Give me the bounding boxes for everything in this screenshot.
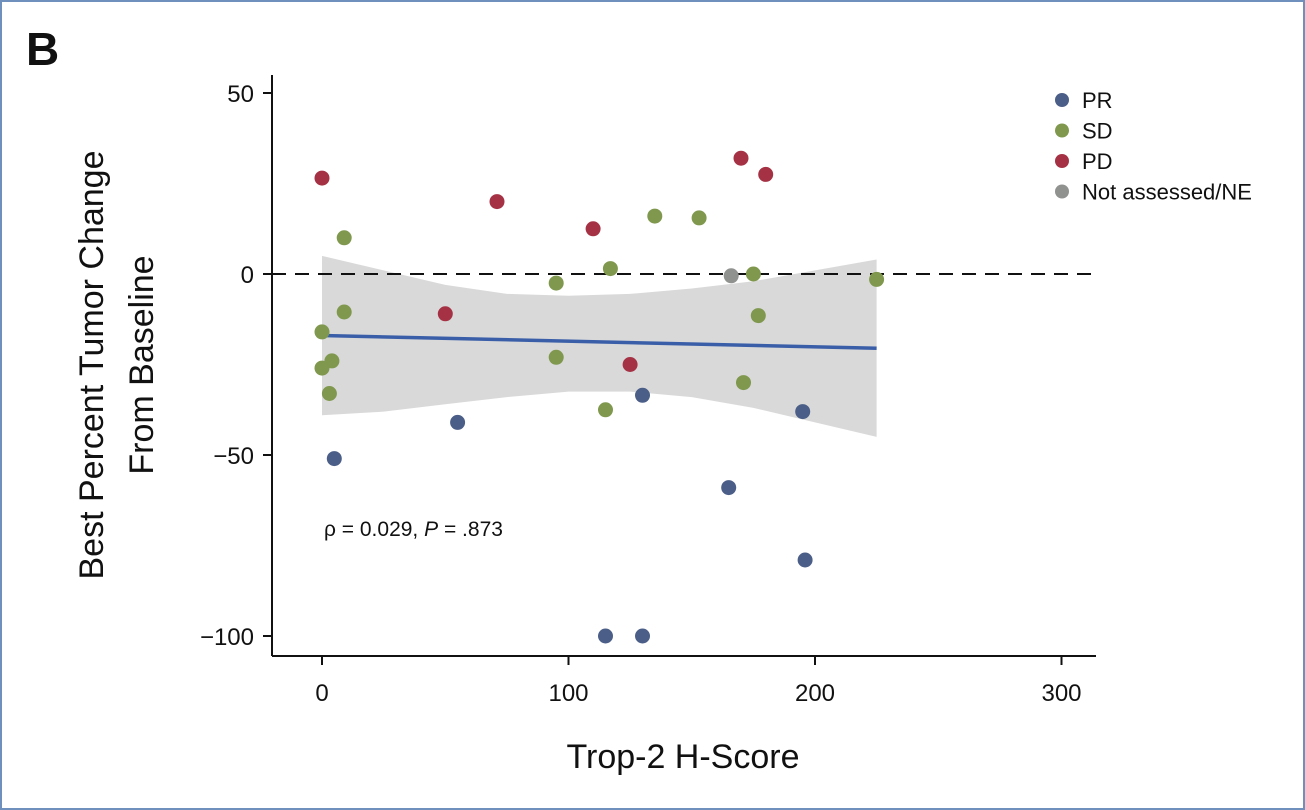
legend-marker-pr <box>1055 93 1069 107</box>
data-point-sd <box>336 304 352 320</box>
data-point-sd <box>745 266 761 282</box>
data-point-sd <box>336 230 352 246</box>
y-tick-label: 50 <box>227 81 254 108</box>
x-tick-label: 300 <box>1041 680 1081 707</box>
data-point-pd <box>622 357 638 372</box>
legend-label-pr: PR <box>1082 88 1113 113</box>
legend: PR SD PD Not assessed/NE <box>1055 88 1252 205</box>
data-point-pr <box>721 480 737 496</box>
data-point-pr <box>326 451 342 467</box>
data-point-pd <box>314 170 330 186</box>
x-axis-title: Trop-2 H-Score <box>566 738 799 776</box>
data-point-sd <box>691 210 707 226</box>
data-point-pr <box>797 552 813 568</box>
legend-marker-pd <box>1055 154 1069 168</box>
data-point-sd <box>869 271 885 287</box>
data-point-pd <box>733 150 749 166</box>
data-point-sd <box>598 402 613 418</box>
data-point-sd <box>548 349 564 365</box>
data-point-pd <box>585 221 601 237</box>
p-symbol: P <box>424 518 438 541</box>
legend-marker-not-assessed-ne <box>1055 184 1069 199</box>
data-point-sd <box>750 308 766 324</box>
y-tick-label: 0 <box>241 262 254 289</box>
y-axis-title-line-2: From Baseline <box>123 255 161 474</box>
regression-line-layer <box>321 333 877 350</box>
y-axis-title-line-1: Best Percent Tumor Change <box>73 150 111 579</box>
data-point-sd <box>321 386 337 401</box>
panel-label: B <box>26 23 60 75</box>
data-point-pr <box>795 404 811 420</box>
legend-label-sd: SD <box>1082 119 1113 144</box>
data-point-sd <box>548 275 564 291</box>
legend-marker-sd <box>1055 123 1069 138</box>
x-tick-label: 200 <box>795 680 835 707</box>
y-tick-label: −50 <box>213 443 254 470</box>
data-point-pr <box>450 414 466 430</box>
data-point-pr <box>635 628 650 644</box>
data-point-sd <box>324 353 340 369</box>
x-tick-label: 100 <box>548 680 588 707</box>
rho-text: ρ = 0.029, <box>324 518 424 541</box>
correlation-annotation: ρ = 0.029, P = .873 <box>324 518 503 541</box>
confidence-band-layer <box>322 255 877 437</box>
data-points-layer <box>314 150 885 644</box>
data-point-pd <box>758 166 774 182</box>
data-point-pr <box>635 387 650 403</box>
data-point-sd <box>314 324 330 340</box>
axes-layer: 0 100 200 300 50 0 −50 −100 <box>200 75 1096 707</box>
x-tick-label: 0 <box>315 680 328 707</box>
data-point-sd <box>602 261 618 277</box>
data-point-pd <box>437 306 453 322</box>
y-tick-label: −100 <box>200 624 254 651</box>
confidence-band <box>322 255 877 437</box>
data-point-sd <box>647 208 663 224</box>
data-point-not-assessed-ne <box>723 268 739 284</box>
p-value-text: = .873 <box>438 518 503 541</box>
legend-label-pd: PD <box>1082 149 1113 174</box>
data-point-pd <box>489 194 505 210</box>
regression-line <box>321 333 877 350</box>
legend-label-not-assessed-ne: Not assessed/NE <box>1082 180 1252 205</box>
data-point-sd <box>736 375 751 391</box>
data-point-pr <box>598 628 613 644</box>
